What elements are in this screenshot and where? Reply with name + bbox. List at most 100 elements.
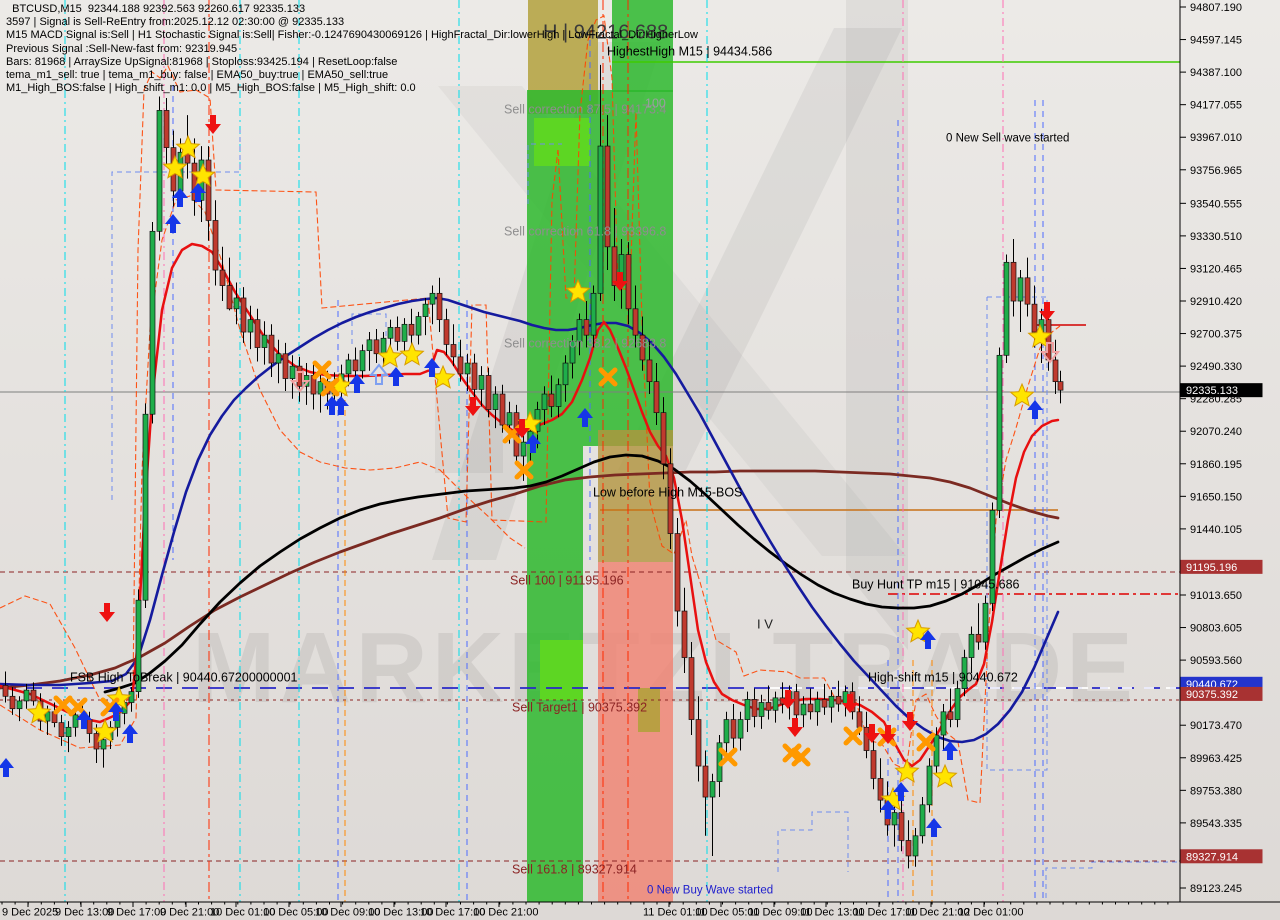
price-axis-label: 91440.105	[1190, 524, 1242, 536]
candle-body	[898, 812, 905, 841]
highlight-zone	[534, 118, 590, 166]
time-axis-label: 10 Dec 13:00	[368, 907, 433, 919]
buy-arrow-icon	[122, 724, 138, 743]
candle-body	[1045, 319, 1052, 361]
candle-body	[611, 246, 618, 286]
candle-body	[702, 765, 709, 798]
candle-body	[240, 297, 247, 333]
chart-annotation: High-shift m15 | 90440.672	[868, 670, 1018, 684]
time-axis-label: 11 Dec 21:00	[905, 907, 970, 919]
time-axis-label: 9 Dec 2025	[2, 907, 58, 919]
candle-body	[100, 739, 107, 750]
star-signal-icon	[1027, 323, 1053, 348]
price-axis-label: 94177.055	[1190, 100, 1242, 112]
x-cross-signal-icon	[312, 360, 332, 380]
chart-annotation: 100	[645, 96, 666, 110]
candle-body	[1031, 303, 1038, 333]
price-axis-label: 91013.650	[1190, 590, 1242, 602]
price-axis-label: 89963.425	[1190, 753, 1242, 765]
price-axis-label: 93756.965	[1190, 165, 1242, 177]
chart-annotation: HighestHigh M15 | 94434.586	[607, 44, 772, 58]
candle-body	[317, 381, 324, 395]
time-axis-label: 10 Dec 17:00	[420, 907, 485, 919]
candle-body	[660, 412, 667, 465]
price-axis-label: 94807.190	[1190, 2, 1242, 14]
time-axis-label: 11 Dec 13:00	[800, 907, 865, 919]
candle-body	[569, 341, 576, 364]
candle-body	[520, 441, 527, 457]
sell-arrow-icon	[780, 690, 796, 709]
candle-body	[422, 303, 429, 317]
price-badge-label: 91195.196	[1186, 562, 1237, 574]
candle-body	[982, 602, 989, 643]
star-signal-icon	[399, 341, 425, 366]
price-axis-label: 89543.335	[1190, 818, 1242, 830]
x-cross-signal-icon	[598, 367, 618, 387]
candle-body	[667, 463, 674, 534]
chart-annotation: H | 94216.688	[543, 21, 668, 43]
candle-body	[86, 719, 93, 734]
star-signal-icon	[26, 699, 52, 724]
chart-annotation: 0 New Sell wave started	[946, 132, 1069, 144]
candle-body	[205, 159, 212, 221]
buy-arrow-icon	[108, 702, 124, 721]
star-signal-icon	[162, 154, 188, 179]
sell-arrow-icon	[902, 712, 918, 731]
hma-black	[103, 453, 1060, 694]
candle-body	[870, 750, 877, 779]
buy-arrow-icon	[0, 758, 14, 777]
price-axis-label: 93120.465	[1190, 263, 1242, 275]
candle-body	[905, 840, 912, 857]
candle-body	[359, 350, 366, 372]
candle-body	[919, 804, 926, 837]
candle-body	[275, 353, 282, 364]
candle-body	[947, 711, 954, 720]
candle-body	[954, 688, 961, 720]
candle-body	[590, 292, 597, 336]
time-axis-label: 9 Dec 17:00	[107, 907, 166, 919]
candle-body	[814, 699, 821, 713]
price-axis-label: 91650.150	[1190, 491, 1242, 503]
time-axis-label: 10 Dec 21:00	[473, 907, 538, 919]
range-box-path	[351, 313, 387, 344]
candle-body	[940, 711, 947, 736]
highlight-zone	[638, 688, 660, 732]
buy-arrow-outline-icon	[368, 363, 390, 385]
sell-arrow-icon	[842, 694, 858, 713]
candle-body	[2, 685, 9, 697]
buy-arrow-icon	[926, 818, 942, 837]
candle-body	[891, 812, 898, 826]
candle-body	[450, 344, 457, 358]
time-axis-label: 11 Dec 09:00	[748, 907, 813, 919]
price-badge-label: 92335.133	[1186, 385, 1238, 397]
time-axis-label: 10 Dec 05:00	[263, 907, 328, 919]
star-signal-icon	[894, 758, 920, 783]
candle-body	[856, 711, 863, 728]
buy-arrow-icon	[525, 434, 541, 453]
candle-body	[912, 835, 919, 857]
x-cross-signal-icon	[514, 460, 534, 480]
star-signal-icon	[1009, 382, 1035, 407]
x-cross-signal-icon	[916, 732, 936, 752]
candle-body	[485, 375, 492, 410]
chart-annotation: Low before High M15-BOS	[593, 485, 742, 499]
range-box-path	[527, 143, 562, 204]
candle-body	[65, 726, 72, 737]
time-axis-label: 11 Dec 17:00	[853, 907, 918, 919]
candle-body	[674, 533, 681, 612]
highlight-zones	[435, 0, 673, 902]
price-badge-label: 89327.914	[1186, 851, 1238, 863]
candle-body	[723, 719, 730, 744]
candle-body	[492, 393, 499, 410]
x-cross-signal-icon	[53, 695, 73, 715]
sell-arrow-icon	[612, 272, 628, 291]
candle-body	[681, 610, 688, 658]
candle-body	[604, 145, 611, 248]
candle-body	[16, 700, 23, 710]
chart-annotation: 0 New Buy Wave started	[647, 884, 773, 896]
price-axis-label: 91860.195	[1190, 459, 1242, 471]
time-axis-label: 11 Dec 01:00	[643, 907, 708, 919]
